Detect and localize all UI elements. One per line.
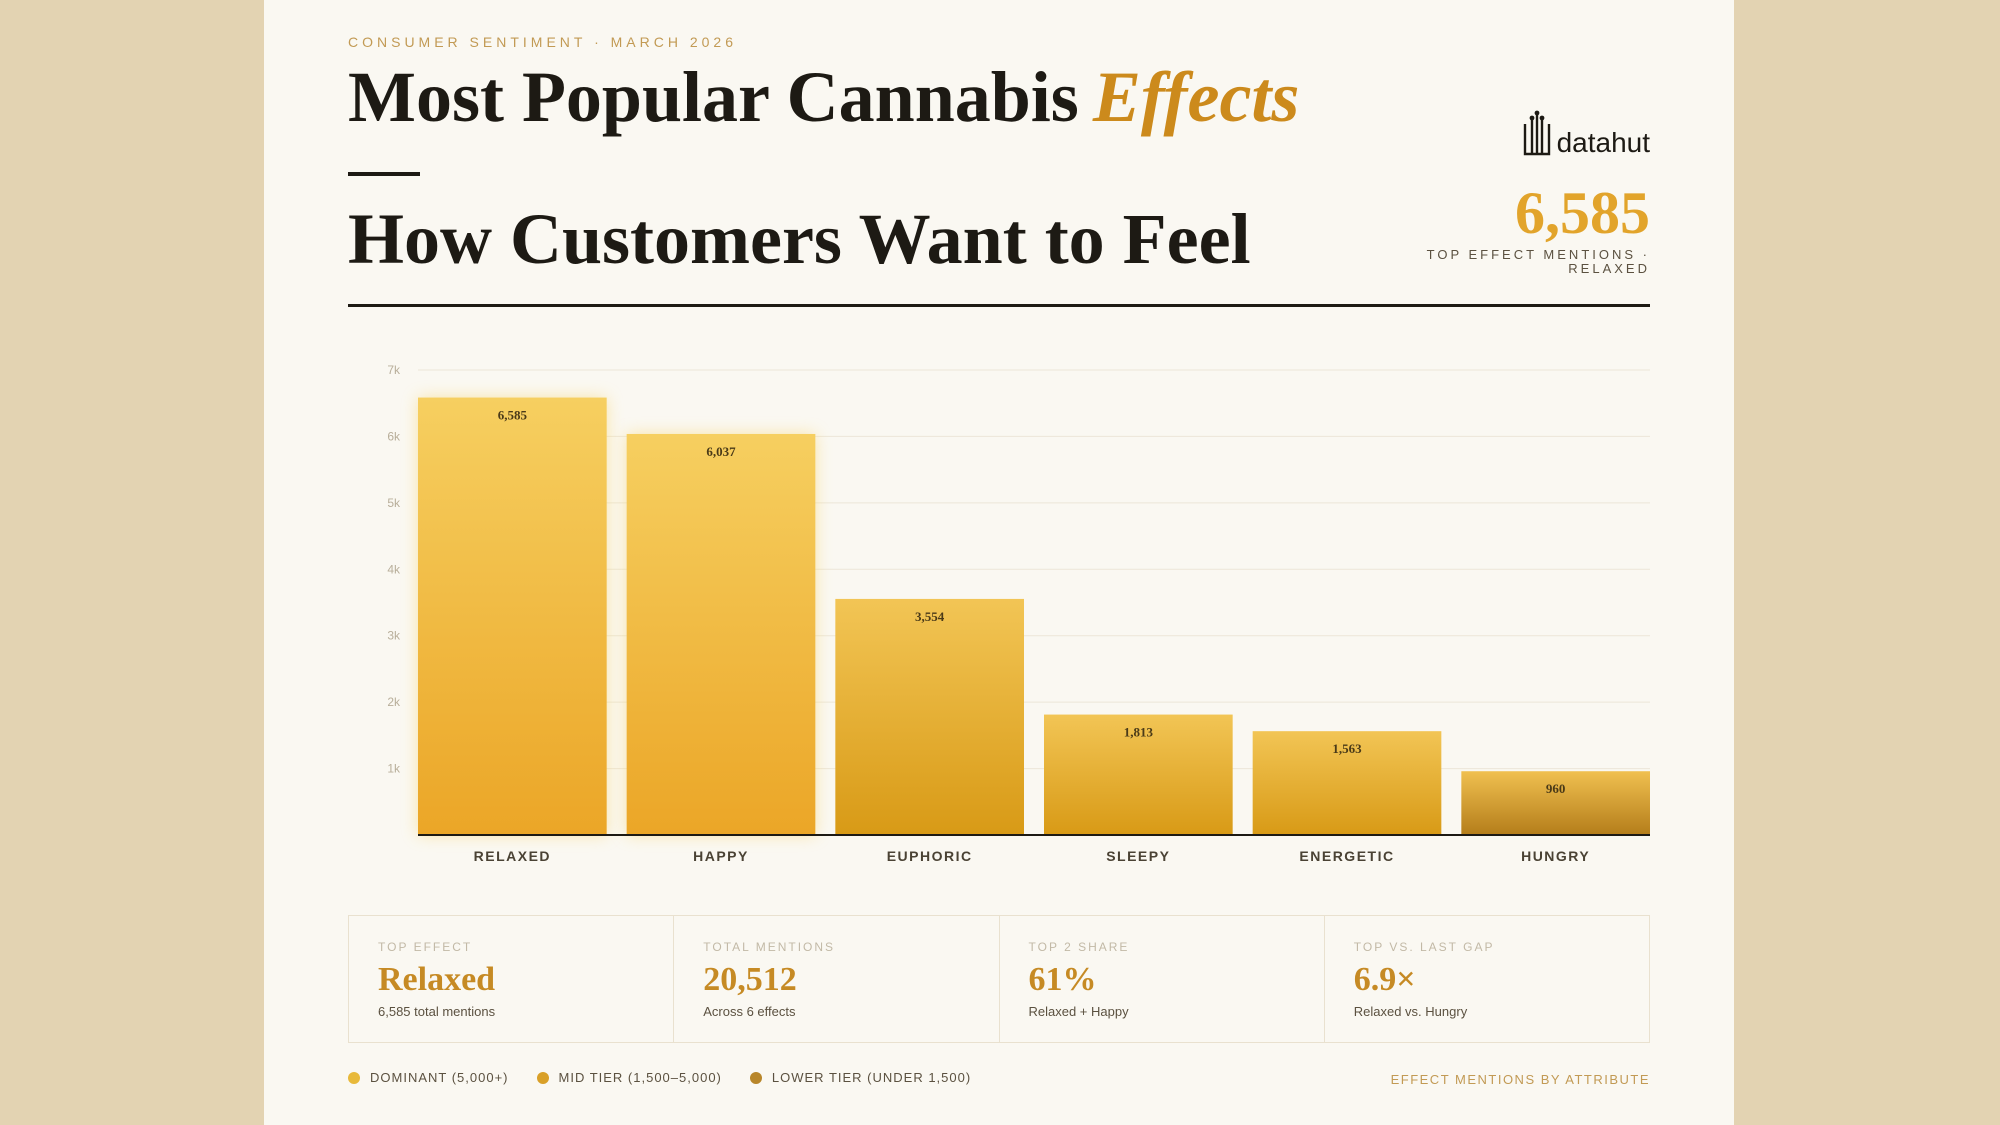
effects-bar-chart: 1k 2k 3k 4k 5k 6k 7k 6,585 RELAXED 6,037 HAPPY 3,55… (387, 363, 1650, 864)
bar-relaxed (418, 397, 607, 835)
kpi-card-top-2-share: TOP 2 SHARE 61% Relaxed + Happy (1000, 916, 1325, 1042)
title-main: Most Popular Cannabis (348, 57, 1079, 137)
legend-dot-icon (536, 1071, 549, 1084)
kpi-value: 6.9× (1353, 961, 1416, 998)
kpi-subtext: Relaxed vs. Hungry (1353, 1004, 1468, 1019)
page-subtitle: How Customers Want to Feel (348, 199, 1251, 279)
page-title: Most Popular Cannabis Effects (348, 52, 1299, 142)
kpi-label: TOP VS. LAST GAP (1353, 940, 1495, 954)
kpi-value: Relaxed (378, 961, 496, 998)
x-tick-label: HAPPY (693, 848, 749, 864)
kpi-card-top-effect: TOP EFFECT Relaxed 6,585 total mentions (349, 916, 675, 1042)
hero-label: TOP EFFECT MENTIONS · RELAXED (1426, 247, 1650, 276)
data-label: 6,037 (706, 444, 736, 459)
brand-logo: datahut (1521, 108, 1650, 158)
title-divider (348, 172, 420, 176)
x-tick-label: ENERGETIC (1299, 848, 1394, 864)
kpi-card-total-mentions: TOTAL MENTIONS 20,512 Across 6 effects (674, 916, 1000, 1042)
kpi-label: TOTAL MENTIONS (703, 940, 836, 954)
data-label: 6,585 (498, 408, 528, 423)
legend-item-dominant: DOMINANT (5,000+) (348, 1070, 509, 1085)
report-card: CONSUMER SENTIMENT · MARCH 2026 Most Pop… (264, 0, 1734, 1125)
y-tick-label: 2k (387, 695, 401, 709)
data-label: 1,563 (1332, 741, 1362, 756)
legend-item-lower-tier: LOWER TIER (UNDER 1,500) (749, 1070, 972, 1085)
legend-label: MID TIER (1,500–5,000) (558, 1070, 722, 1085)
bar-euphoric (835, 598, 1024, 835)
bar-energetic (1252, 731, 1442, 835)
data-label: 3,554 (915, 609, 945, 624)
logo-text: datahut (1556, 127, 1650, 158)
kpi-subtext: 6,585 total mentions (378, 1004, 496, 1019)
y-tick-label: 1k (387, 762, 401, 776)
kpi-strip: TOP EFFECT Relaxed 6,585 total mentions … (348, 915, 1650, 1043)
legend-label: DOMINANT (5,000+) (370, 1070, 509, 1085)
kpi-label: TOP EFFECT (378, 940, 473, 954)
bar-sleepy (1044, 714, 1233, 835)
kpi-label: TOP 2 SHARE (1028, 940, 1130, 954)
chart-footnote: EFFECT MENTIONS BY ATTRIBUTE (1390, 1072, 1650, 1087)
bar-hungry (1461, 771, 1650, 835)
data-label: 960 (1546, 781, 1566, 796)
x-tick-label: SLEEPY (1106, 848, 1170, 864)
legend-dot-icon (348, 1071, 360, 1084)
header-divider (348, 304, 1650, 307)
legend-item-mid-tier: MID TIER (1,500–5,000) (536, 1070, 722, 1085)
kpi-value: 20,512 (703, 961, 797, 998)
kpi-subtext: Relaxed + Happy (1028, 1004, 1129, 1019)
y-tick-label: 4k (387, 562, 401, 576)
hero-value: 6,585 (1515, 180, 1650, 246)
data-label: 1,813 (1124, 725, 1154, 740)
datahut-logo-icon (1523, 110, 1550, 156)
legend-dot-icon (749, 1071, 762, 1084)
x-tick-label: HUNGRY (1521, 848, 1590, 864)
kpi-subtext: Across 6 effects (703, 1004, 796, 1019)
y-tick-label: 6k (387, 429, 401, 443)
y-tick-label: 5k (387, 496, 401, 510)
chart-legend: DOMINANT (5,000+) MID TIER (1,500–5,000)… (348, 1070, 971, 1085)
legend-label: LOWER TIER (UNDER 1,500) (771, 1070, 972, 1085)
kicker: CONSUMER SENTIMENT · MARCH 2026 (348, 34, 738, 50)
x-tick-label: RELAXED (474, 848, 551, 864)
kpi-card-top-vs-last-gap: TOP VS. LAST GAP 6.9× Relaxed vs. Hungry (1325, 916, 1649, 1042)
bar-happy (626, 433, 816, 835)
kpi-value: 61% (1028, 961, 1097, 998)
y-tick-label: 7k (387, 363, 401, 377)
x-tick-label: EUPHORIC (887, 848, 973, 864)
y-tick-label: 3k (387, 629, 401, 643)
title-accent: Effects (1092, 57, 1300, 137)
